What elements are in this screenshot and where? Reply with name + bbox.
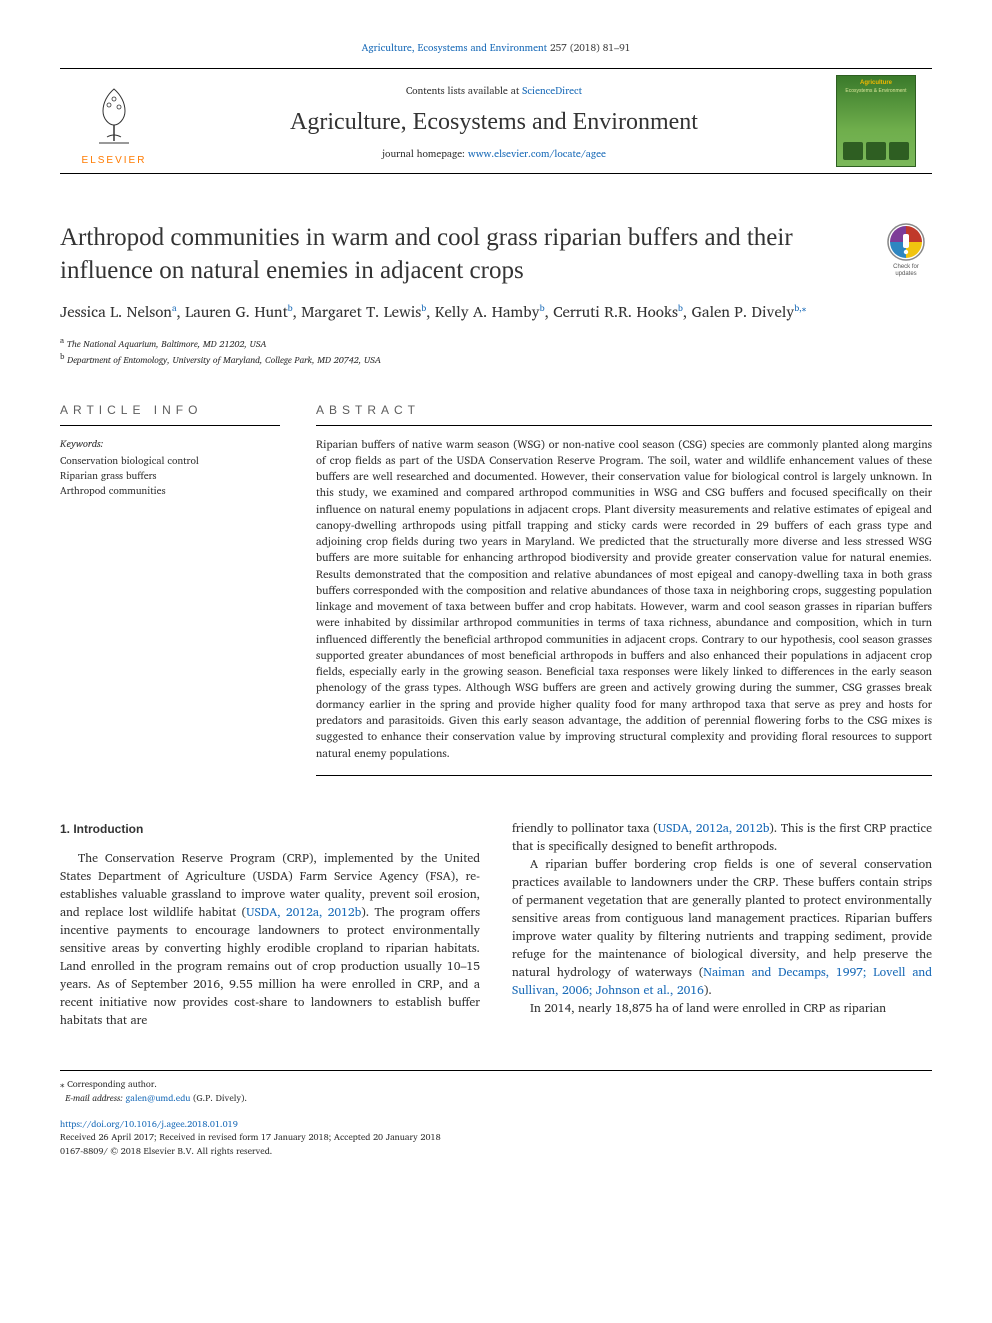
cover-line-2: Ecosystems & Environment <box>837 88 915 94</box>
body-columns: 1. Introduction The Conservation Reserve… <box>60 820 932 1030</box>
running-head: Agriculture, Ecosystems and Environment … <box>60 40 932 56</box>
intro-paragraph-1-cont: friendly to pollinator taxa (USDA, 2012a… <box>512 820 932 856</box>
intro-paragraph-2: A riparian buffer bordering crop fields … <box>512 856 932 1000</box>
affiliation-a: a The National Aquarium, Baltimore, MD 2… <box>60 334 932 351</box>
check-for-updates-badge[interactable]: Check for updates <box>880 222 932 277</box>
journal-title: Agriculture, Ecosystems and Environment <box>176 109 812 136</box>
journal-homepage-line: journal homepage: www.elsevier.com/locat… <box>176 146 812 162</box>
body-column-left: 1. Introduction The Conservation Reserve… <box>60 820 480 1030</box>
intro-paragraph-1: The Conservation Reserve Program (CRP), … <box>60 850 480 1030</box>
cover-thumb-wrap: Agriculture Ecosystems & Environment <box>820 69 932 173</box>
keyword-item: Conservation biological control <box>60 454 280 469</box>
crossmark-icon <box>886 222 926 262</box>
cover-decoration <box>843 142 909 160</box>
abstract-text: Riparian buffers of native warm season (… <box>316 436 932 776</box>
section-heading-intro: 1. Introduction <box>60 820 480 838</box>
check-updates-line-1: Check for <box>893 264 919 270</box>
journal-homepage-link[interactable]: www.elsevier.com/locate/agee <box>468 146 606 162</box>
cover-line-1: Agriculture <box>837 80 915 86</box>
article-title: Arthropod communities in warm and cool g… <box>60 222 864 287</box>
body-column-right: friendly to pollinator taxa (USDA, 2012a… <box>512 820 932 1030</box>
article-info-heading: ARTICLE INFO <box>60 403 280 426</box>
contents-available-text: Contents lists available at <box>406 83 522 99</box>
keywords-label: Keywords: <box>60 436 280 452</box>
journal-homepage-label: journal homepage: <box>382 146 468 162</box>
masthead: ELSEVIER Contents lists available at Sci… <box>60 68 932 174</box>
publisher-logo-block: ELSEVIER <box>60 69 168 173</box>
contents-available-line: Contents lists available at ScienceDirec… <box>176 83 812 99</box>
ref-usda-2012-b[interactable]: USDA, 2012a, 2012b <box>658 819 770 838</box>
corresponding-author-note: ⁎ Corresponding author. <box>60 1077 932 1092</box>
email-label: E-mail address: <box>65 1090 123 1105</box>
keyword-item: Arthropod communities <box>60 484 280 499</box>
keyword-item: Riparian grass buffers <box>60 469 280 484</box>
doi-history-block: https://doi.org/10.1016/j.agee.2018.01.0… <box>60 1117 932 1158</box>
email-row: E-mail address: galen@umd.edu (G.P. Dive… <box>60 1091 932 1105</box>
masthead-center: Contents lists available at ScienceDirec… <box>168 69 820 173</box>
footnotes: ⁎ Corresponding author. E-mail address: … <box>60 1070 932 1105</box>
issn-copyright: 0167-8809/ © 2018 Elsevier B.V. All righ… <box>60 1143 272 1158</box>
check-updates-line-2: updates <box>895 271 916 277</box>
journal-cover-thumb: Agriculture Ecosystems & Environment <box>836 75 916 167</box>
abstract-heading: ABSTRACT <box>316 403 932 426</box>
running-head-journal-link[interactable]: Agriculture, Ecosystems and Environment <box>362 40 547 56</box>
email-person: (G.P. Dively). <box>193 1090 247 1105</box>
authors-line: Jessica L. Nelsona, Lauren G. Huntb, Mar… <box>60 301 932 324</box>
keywords-list: Conservation biological controlRiparian … <box>60 454 280 499</box>
running-head-citation: 257 (2018) 81–91 <box>550 40 630 56</box>
elsevier-tree-icon <box>79 81 149 151</box>
affiliation-b: b Department of Entomology, University o… <box>60 350 932 367</box>
corresponding-email-link[interactable]: galen@umd.edu <box>126 1090 191 1105</box>
intro-paragraph-3: In 2014, nearly 18,875 ha of land were e… <box>512 1000 932 1018</box>
article-info-column: ARTICLE INFO Keywords: Conservation biol… <box>60 403 280 776</box>
affiliations: a The National Aquarium, Baltimore, MD 2… <box>60 334 932 367</box>
abstract-column: ABSTRACT Riparian buffers of native warm… <box>316 403 932 776</box>
ref-usda-2012[interactable]: USDA, 2012a, 2012b <box>246 903 361 922</box>
sciencedirect-link[interactable]: ScienceDirect <box>522 83 582 99</box>
elsevier-wordmark: ELSEVIER <box>82 155 147 166</box>
